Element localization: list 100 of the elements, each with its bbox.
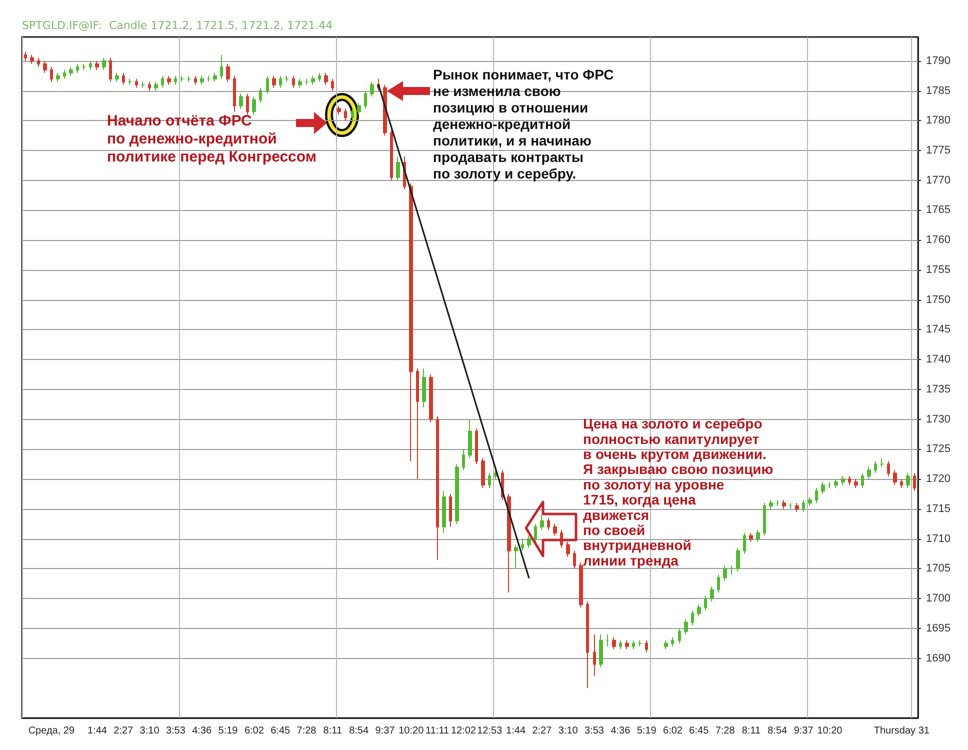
candlestick — [586, 601, 589, 689]
candlestick — [763, 502, 766, 536]
candlestick — [848, 476, 851, 486]
y-tick-label: 1765 — [926, 204, 950, 216]
y-tick-label: 1755 — [926, 264, 950, 276]
candlestick — [416, 368, 419, 480]
candlestick — [370, 81, 374, 98]
x-tick-label: 6:45 — [689, 726, 710, 736]
chart-title: SPTGLD.IF@IF: Candle 1721.2, 1721.5, 1721.2, 1721.44 — [22, 19, 333, 32]
candlestick — [135, 78, 138, 88]
x-tick-label: 5:19 — [218, 726, 238, 736]
candlestick — [207, 75, 210, 82]
candlestick — [606, 634, 609, 647]
y-tick-label: 1695 — [926, 622, 950, 634]
candlestick — [671, 636, 674, 647]
candlestick — [841, 476, 845, 486]
candlestick — [717, 574, 720, 594]
x-tick-label: 12:53 — [477, 726, 503, 736]
x-tick-label: 6:45 — [270, 726, 291, 736]
candlestick — [749, 532, 753, 542]
candlestick — [521, 538, 524, 552]
candlestick — [710, 586, 714, 602]
annotation: Начало отчёта ФРС по денежно-кредитной политике перед Конгрессом — [107, 112, 316, 166]
candlestick — [24, 51, 27, 62]
candlestick — [69, 66, 73, 76]
x-tick-label: 7:28 — [715, 726, 736, 736]
y-tick-label: 1750 — [926, 294, 950, 306]
candlestick — [893, 470, 897, 486]
candlestick — [553, 523, 557, 536]
candlestick — [37, 57, 40, 68]
text: Цена на золото и серебро полностью капитулирует в очень крутом движении. Я закрываю свою позицию по золоту на уровне 1715, когда цена движется по своей внутридневной линии тренда — [583, 416, 774, 568]
x-tick-label: 2:27 — [532, 726, 552, 736]
x-tick-label: 10:20 — [817, 726, 843, 736]
candlestick — [109, 57, 112, 82]
x-tick-label: 1:44 — [506, 726, 526, 736]
candlestick — [776, 499, 779, 506]
x-tick-label: 2:27 — [114, 726, 134, 736]
candlestick — [507, 493, 511, 594]
candlestick — [455, 464, 459, 524]
candlestick — [612, 636, 616, 650]
candlestick — [154, 81, 158, 92]
candlestick — [743, 532, 746, 554]
candlestick — [540, 514, 544, 530]
candlestick — [874, 460, 877, 474]
y-tick-label: 1700 — [926, 592, 950, 605]
candlestick — [645, 640, 648, 653]
candlestick — [782, 499, 786, 510]
candlestick — [678, 628, 681, 644]
candlestick — [802, 499, 805, 512]
candlestick — [880, 458, 884, 468]
candlestick — [311, 75, 315, 86]
candlestick — [475, 428, 478, 465]
candlestick — [534, 523, 537, 542]
candlestick — [697, 604, 701, 617]
y-tick-label: 1710 — [926, 532, 950, 545]
y-tick-label: 1730 — [926, 413, 950, 426]
candlestick — [128, 78, 132, 86]
candlestick — [808, 496, 812, 506]
candlestick — [292, 75, 295, 88]
x-tick-label: 3:53 — [166, 726, 186, 736]
candlestick — [409, 182, 413, 462]
y-tick-label: 1705 — [926, 562, 950, 575]
candlestick — [488, 472, 491, 489]
y-tick-label: 1725 — [926, 443, 950, 456]
candlestick — [900, 478, 903, 489]
candlestick — [887, 460, 890, 477]
x-tick-label: 1:44 — [87, 726, 108, 736]
annotation: Рынок понимает, что ФРС не изменила свою позицию в отношении денежно-кредитной политики, и я начинаю продавать контракты по золоту и серебру. — [433, 66, 614, 182]
candlestick — [527, 535, 531, 548]
candlestick — [272, 75, 276, 88]
candlestick — [769, 499, 773, 510]
candlestick — [704, 595, 707, 611]
candlestick — [867, 466, 871, 480]
y-tick-label: 1740 — [926, 354, 950, 366]
candlestick — [180, 75, 184, 82]
candlestick — [429, 374, 433, 423]
candlestick — [579, 562, 583, 608]
x-tick-label: 7:28 — [296, 726, 317, 736]
candlestick — [396, 156, 400, 181]
candlestick — [331, 78, 334, 92]
candlestick — [632, 640, 635, 650]
candlestick — [102, 57, 106, 70]
x-tick-label: 6:02 — [244, 726, 264, 736]
candlestick — [226, 63, 230, 82]
candlestick — [305, 78, 308, 86]
y-tick-label: 1780 — [926, 114, 950, 127]
x-tick-label: 9:37 — [375, 726, 396, 736]
y-tick-label: 1770 — [926, 174, 950, 186]
candlestick — [462, 448, 465, 471]
y-tick-label: 1715 — [926, 502, 950, 515]
candlestick — [285, 75, 289, 82]
x-tick-label: Thursday 31 — [874, 726, 930, 736]
candlestick — [95, 60, 99, 70]
candlestick — [854, 478, 858, 489]
candlestick — [239, 93, 243, 110]
candlestick — [514, 544, 518, 570]
candlestick — [828, 482, 831, 489]
candlestick — [736, 547, 740, 572]
candlestick — [436, 416, 439, 560]
candlestick — [89, 60, 92, 70]
